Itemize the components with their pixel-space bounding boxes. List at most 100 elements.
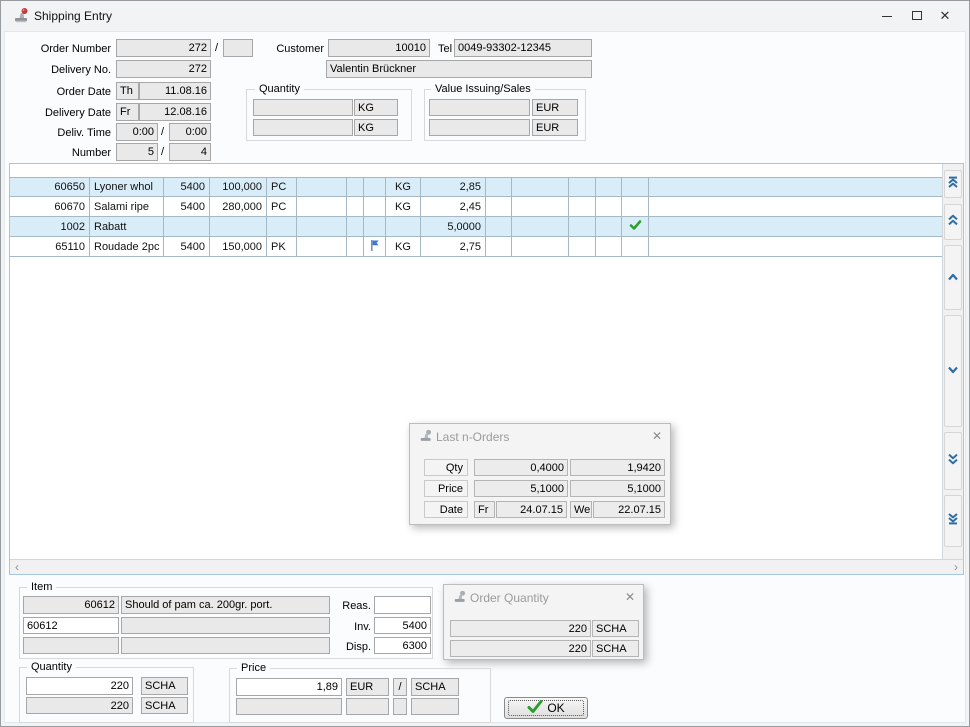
grid-row-2[interactable]: 60670 Salami ripe 5400 280,000 PC KG 2,4… [10, 197, 942, 217]
value-issuing-unit-1: EUR [532, 99, 578, 116]
scroll-first-button[interactable] [944, 170, 962, 198]
value-issuing-unit-2: EUR [532, 119, 578, 136]
cell-code [164, 217, 210, 236]
grid-row-4[interactable]: 65110 Roudade 2pc 5400 150,000 PK KG 2 [10, 237, 942, 257]
cell-code: 5400 [164, 197, 210, 216]
quantity-value-field[interactable]: 220 [26, 677, 133, 695]
scroll-down-button[interactable] [944, 315, 962, 427]
cell-item-no: 1002 [10, 217, 90, 236]
cell-unit: PC [267, 197, 297, 216]
cell-weight-unit: KG [386, 197, 421, 216]
price-group [229, 668, 491, 723]
order-date-field[interactable]: 11.08.16 [139, 82, 211, 100]
reas-field[interactable] [374, 596, 431, 614]
scroll-left-icon[interactable]: ‹ [15, 559, 19, 574]
grid-row-1[interactable]: 60650 Lyoner whol 5400 100,000 PC KG 2,8… [10, 177, 942, 197]
quantity-header-group [246, 89, 412, 141]
item-code-field[interactable]: 60612 [23, 596, 119, 614]
order-quantity-titlebar[interactable]: Order Quantity ✕ [444, 585, 643, 609]
cell-qty: 100,000 [210, 178, 267, 196]
deliv-time-from-field[interactable]: 0:00 [116, 123, 158, 141]
price-per-unit-field: SCHA [411, 678, 459, 696]
cell-price: 2,85 [421, 178, 486, 196]
item-code-field-3[interactable] [23, 637, 119, 654]
panel-close-icon[interactable]: ✕ [624, 590, 635, 604]
quantity-unit-field-2: SCHA [141, 697, 188, 714]
cell-weight-unit: KG [386, 237, 421, 256]
item-group [19, 587, 433, 659]
customer-number-field[interactable]: 10010 [328, 39, 430, 57]
number-field-1[interactable]: 5 [116, 143, 158, 161]
price-currency-field: EUR [346, 678, 389, 696]
maximize-button[interactable] [905, 7, 929, 25]
price-value-field[interactable]: 1,89 [236, 678, 342, 696]
item-description-field-2[interactable] [121, 617, 330, 634]
panel-close-icon[interactable]: ✕ [651, 429, 662, 443]
value-issuing-value-1[interactable] [429, 99, 530, 116]
disp-field[interactable]: 6300 [374, 637, 431, 654]
ok-button[interactable]: OK [504, 697, 588, 719]
delivery-date-day-field[interactable]: Fr [116, 103, 139, 121]
scroll-last-button[interactable] [944, 495, 962, 547]
item-description-field-3[interactable] [121, 637, 330, 654]
quantity-value-field-2[interactable]: 220 [26, 697, 133, 714]
quantity-group-label: Quantity [27, 661, 76, 673]
quantity-header-value-1[interactable] [253, 99, 353, 116]
quantity-group [19, 667, 194, 723]
scroll-page-down-button[interactable] [944, 432, 962, 490]
quantity-header-value-2[interactable] [253, 119, 353, 136]
price-separator-field-2 [393, 698, 407, 715]
customer-name-field[interactable]: Valentin Brückner [326, 60, 592, 78]
cell-code: 5400 [164, 178, 210, 196]
deliv-time-to-field[interactable]: 0:00 [169, 123, 211, 141]
price-per-unit-field-2 [411, 698, 459, 715]
disp-label: Disp. [345, 641, 371, 653]
grid-row-3[interactable]: 1002 Rabatt 5,0000 [10, 217, 942, 237]
cell-qty: 280,000 [210, 197, 267, 216]
inv-field[interactable]: 5400 [374, 617, 431, 634]
number-separator: / [161, 146, 165, 158]
close-button[interactable]: ✕ [939, 8, 951, 23]
order-number-separator: / [215, 42, 219, 54]
price-currency-field-2 [346, 698, 389, 715]
cell-item-name: Lyoner whol [90, 178, 164, 196]
item-description-field[interactable]: Should of pam ca. 200gr. port. [121, 596, 330, 614]
item-group-label: Item [27, 581, 57, 593]
price-value-field-2[interactable] [236, 698, 342, 715]
scroll-right-icon[interactable]: › [954, 559, 958, 574]
order-number-suffix-field[interactable] [223, 39, 253, 57]
price-value-2: 5,1000 [570, 480, 665, 497]
delivery-date-field[interactable]: 12.08.16 [139, 103, 211, 121]
cell-item-no: 60670 [10, 197, 90, 216]
cell-item-name: Salami ripe [90, 197, 164, 216]
cell-unit: PC [267, 178, 297, 196]
quantity-header-unit-2: KG [354, 119, 398, 136]
scroll-first-icon [947, 175, 959, 193]
tel-field[interactable]: 0049-93302-12345 [454, 39, 592, 57]
delivery-no-label: Delivery No. [51, 64, 111, 76]
qty-value-1: 0,4000 [474, 459, 568, 476]
order-number-field[interactable]: 272 [116, 39, 211, 57]
flag-icon [369, 239, 380, 255]
panel-title: Last n-Orders [436, 430, 510, 444]
deliv-time-label: Deliv. Time [57, 127, 111, 139]
order-date-day-field[interactable]: Th [116, 82, 139, 100]
minimize-button[interactable] [875, 7, 899, 25]
cell-code: 5400 [164, 237, 210, 256]
customer-label: Customer [276, 43, 324, 55]
grid-horizontal-scrollbar[interactable]: ‹ › [10, 559, 963, 574]
value-issuing-value-2[interactable] [429, 119, 530, 136]
last-n-orders-titlebar[interactable]: Last n-Orders ✕ [410, 424, 670, 448]
cell-item-no: 65110 [10, 237, 90, 256]
qty-value-2: 1,9420 [570, 459, 665, 476]
scroll-page-up-button[interactable] [944, 204, 962, 240]
cell-price: 5,0000 [421, 217, 486, 236]
number-field-2[interactable]: 4 [169, 143, 211, 161]
inv-label: Inv. [354, 621, 371, 633]
delivery-no-field[interactable]: 272 [116, 60, 211, 78]
item-code-entry-field[interactable]: 60612 [23, 617, 119, 634]
cell-weight-unit: KG [386, 178, 421, 196]
scroll-up-button[interactable] [944, 245, 962, 310]
panel-stamp-icon [419, 429, 434, 448]
